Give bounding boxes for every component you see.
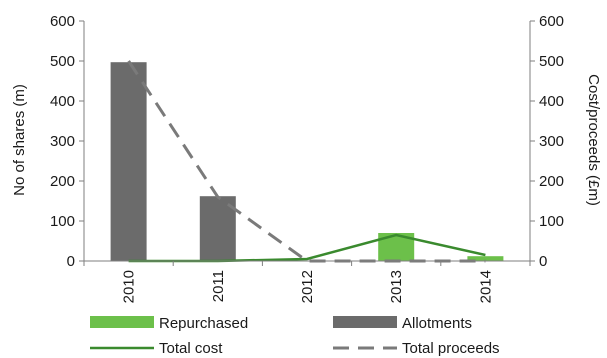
y-tick-label: 500 — [50, 53, 75, 70]
legend-label-allotments: Allotments — [402, 315, 472, 332]
y2-tick-label: 600 — [539, 13, 564, 30]
x-tick-label: 2011 — [210, 270, 227, 302]
y2-tick-label: 100 — [539, 213, 564, 230]
y2-tick-label: 300 — [539, 133, 564, 150]
y-tick-label: 100 — [50, 213, 75, 230]
y-tick-label: 300 — [50, 133, 75, 150]
y-axis-title: No of shares (m) — [11, 84, 28, 196]
legend: Repurchased Allotments Total cost Total pro… — [90, 315, 500, 357]
line-layer — [127, 60, 486, 263]
bar-layer — [110, 62, 504, 262]
axes — [79, 20, 535, 266]
y-tick-label: 0 — [67, 253, 75, 270]
legend-swatch-repurchased — [90, 316, 154, 328]
legend-label-total-proceeds: Total proceeds — [402, 340, 500, 357]
y-tick-label: 600 — [50, 13, 75, 30]
tick-labels: 0 0 100 100 200 200 300 300 400 400 500 500 600 600 20… — [50, 13, 564, 303]
legend-label-total-cost: Total cost — [159, 340, 223, 357]
y2-tick-label: 0 — [539, 253, 547, 270]
legend-swatch-allotments — [333, 316, 397, 328]
x-tick-label: 2010 — [121, 270, 138, 303]
y2-axis-title: Cost/proceeds (£m) — [585, 74, 602, 206]
y2-tick-label: 500 — [539, 53, 564, 70]
y-tick-label: 200 — [50, 173, 75, 190]
y-tick-label: 400 — [50, 93, 75, 110]
line-total-proceeds — [127, 60, 486, 263]
x-tick-label: 2012 — [299, 270, 316, 303]
y2-tick-label: 200 — [539, 173, 564, 190]
x-tick-label: 2014 — [477, 270, 494, 303]
legend-label-repurchased: Repurchased — [159, 315, 248, 332]
y2-tick-label: 400 — [539, 93, 564, 110]
x-tick-label: 2013 — [388, 270, 405, 303]
bar-allotments-2010 — [110, 62, 147, 262]
bar-repurchased-2014 — [467, 256, 504, 261]
line-total-cost — [128, 233, 486, 263]
